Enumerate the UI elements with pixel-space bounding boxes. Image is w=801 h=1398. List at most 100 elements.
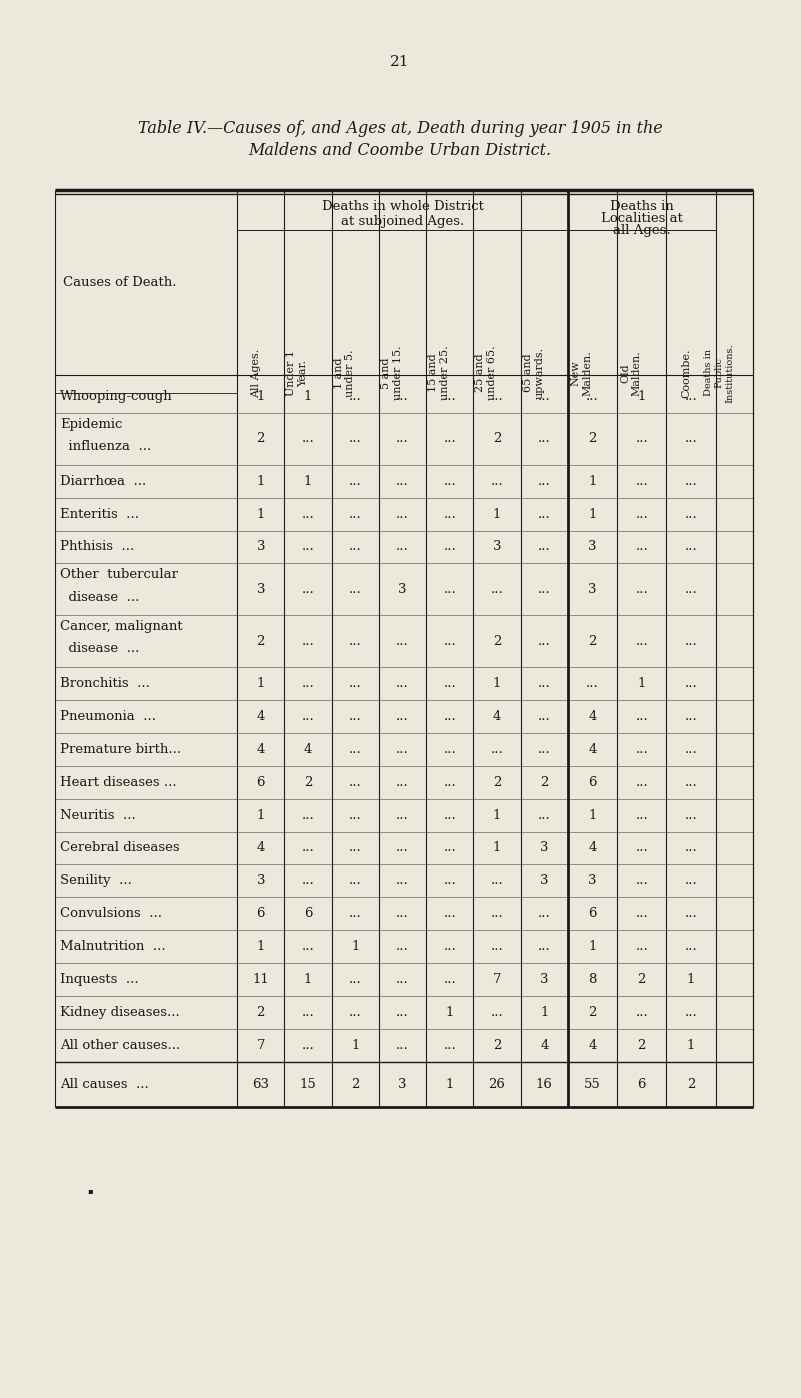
Text: 1: 1 [256,507,265,520]
Text: 4: 4 [256,742,265,756]
Text: ...: ... [349,583,361,596]
Text: ...: ... [635,507,648,520]
Text: ...: ... [444,907,456,920]
Text: Enteritis  ...: Enteritis ... [60,507,139,520]
Text: 3: 3 [256,541,265,554]
Text: ...: ... [538,941,550,953]
Text: 3: 3 [540,874,549,888]
Text: ...: ... [396,507,409,520]
Text: Cerebral diseases: Cerebral diseases [60,842,179,854]
Text: ...: ... [685,583,698,596]
Text: ...: ... [635,742,648,756]
Text: 15 and
under 25.: 15 and under 25. [429,345,450,400]
Text: ...: ... [685,907,698,920]
Text: ...: ... [396,776,409,788]
Text: ...: ... [538,635,550,647]
Text: 3: 3 [398,583,407,596]
Text: 1: 1 [589,941,597,953]
Text: ...: ... [302,1007,314,1019]
Text: 2: 2 [493,635,501,647]
Text: 3: 3 [256,583,265,596]
Text: disease  ...: disease ... [60,642,139,656]
Text: ...: ... [635,1007,648,1019]
Text: Phthisis  ...: Phthisis ... [60,541,135,554]
Text: ...: ... [635,432,648,446]
Text: 15: 15 [300,1078,316,1090]
Text: ...: ... [302,541,314,554]
Text: Whooping-cough: Whooping-cough [60,390,173,403]
Text: Pneumonia  ...: Pneumonia ... [60,710,156,723]
Text: 3: 3 [398,1078,407,1090]
Text: ...: ... [444,677,456,689]
Text: ...: ... [685,390,698,403]
Text: Diarrhœa  ...: Diarrhœa ... [60,475,147,488]
Text: 26: 26 [489,1078,505,1090]
Text: Table IV.—Causes of, and Ages at, Death during year 1905 in the: Table IV.—Causes of, and Ages at, Death … [138,120,662,137]
Text: 1: 1 [493,842,501,854]
Text: ...: ... [396,635,409,647]
Text: ...: ... [685,635,698,647]
Text: ...: ... [538,583,550,596]
Text: ...: ... [444,390,456,403]
Text: 4: 4 [256,842,265,854]
Text: 3: 3 [540,842,549,854]
Text: ...: ... [538,541,550,554]
Text: ...: ... [538,710,550,723]
Text: ...: ... [302,635,314,647]
Text: 1: 1 [256,390,265,403]
Text: 2: 2 [493,1039,501,1053]
Text: ...: ... [349,635,361,647]
Text: 1: 1 [256,677,265,689]
Text: 1: 1 [589,808,597,822]
Text: 2: 2 [256,432,265,446]
Text: ...: ... [349,390,361,403]
Text: ...: ... [685,842,698,854]
Text: ...: ... [635,635,648,647]
Text: 1: 1 [351,941,360,953]
Text: ...: ... [444,941,456,953]
Text: Heart diseases ...: Heart diseases ... [60,776,177,788]
Text: 2: 2 [589,635,597,647]
Text: ...: ... [444,541,456,554]
Text: ...: ... [491,907,503,920]
Text: ...: ... [635,874,648,888]
Text: ...: ... [302,842,314,854]
Text: ...: ... [302,808,314,822]
Text: 1: 1 [589,475,597,488]
Text: 1: 1 [256,941,265,953]
Text: 2: 2 [256,1007,265,1019]
Text: all Ages.: all Ages. [613,224,670,238]
Text: Senility  ...: Senility ... [60,874,132,888]
Text: ...: ... [396,1007,409,1019]
Text: 65 and
upwards.: 65 and upwards. [523,347,545,398]
Text: 16: 16 [536,1078,553,1090]
Text: 1: 1 [493,808,501,822]
Text: 1: 1 [351,1039,360,1053]
Text: ...: ... [635,941,648,953]
Text: ...: ... [302,677,314,689]
Text: ...: ... [538,677,550,689]
Text: ...: ... [349,776,361,788]
Text: ...: ... [491,1007,503,1019]
Text: 1 and
under 5.: 1 and under 5. [334,350,356,397]
Text: 4: 4 [256,710,265,723]
Text: ...: ... [396,390,409,403]
Text: 11: 11 [252,973,269,986]
Text: ...: ... [538,808,550,822]
Text: ...: ... [491,390,503,403]
Text: ...: ... [635,475,648,488]
Text: ...: ... [396,842,409,854]
Text: 4: 4 [589,742,597,756]
Text: ...: ... [685,677,698,689]
Text: Deaths in whole District: Deaths in whole District [321,200,484,212]
Text: 1: 1 [256,808,265,822]
Text: ...: ... [302,874,314,888]
Text: ...: ... [538,390,550,403]
Text: 25 and
under 65.: 25 and under 65. [476,345,497,400]
Text: ...: ... [685,941,698,953]
Text: Convulsions  ...: Convulsions ... [60,907,162,920]
Text: 6: 6 [304,907,312,920]
Text: 1: 1 [540,1007,549,1019]
Text: ...: ... [444,776,456,788]
Text: ...: ... [444,583,456,596]
